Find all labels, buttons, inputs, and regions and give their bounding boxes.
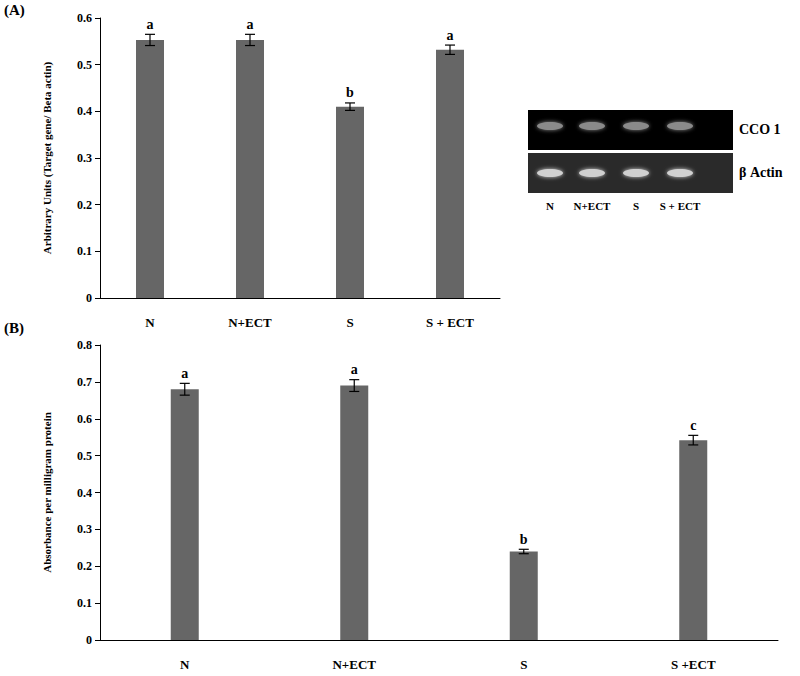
svg-text:c: c	[690, 418, 696, 433]
svg-text:0.3: 0.3	[77, 522, 92, 536]
svg-text:N: N	[180, 657, 190, 672]
svg-text:0.1: 0.1	[77, 596, 92, 610]
svg-text:0.5: 0.5	[77, 449, 92, 463]
svg-text:N+ECT: N+ECT	[574, 200, 611, 212]
svg-text:a: a	[181, 366, 188, 381]
svg-text:(A): (A)	[4, 2, 25, 19]
svg-text:N+ECT: N+ECT	[228, 315, 272, 330]
svg-text:0.2: 0.2	[77, 198, 92, 212]
svg-text:0.4: 0.4	[77, 104, 92, 118]
svg-text:S: S	[633, 200, 639, 212]
svg-text:0.2: 0.2	[77, 559, 92, 573]
svg-text:0.5: 0.5	[77, 58, 92, 72]
svg-text:S + ECT: S + ECT	[426, 315, 474, 330]
svg-text:0: 0	[86, 291, 92, 305]
svg-text:b: b	[346, 85, 354, 100]
svg-text:b: b	[520, 532, 528, 547]
svg-text:0.7: 0.7	[77, 375, 92, 389]
svg-text:N: N	[546, 200, 554, 212]
svg-text:0.4: 0.4	[77, 486, 92, 500]
svg-text:S + ECT: S + ECT	[660, 200, 701, 212]
svg-text:β Actin: β Actin	[739, 165, 783, 180]
svg-text:0.6: 0.6	[77, 412, 92, 426]
svg-text:S +ECT: S +ECT	[671, 657, 716, 672]
svg-text:a: a	[447, 28, 454, 43]
svg-text:a: a	[247, 17, 254, 32]
svg-text:Arbitrary Units (Target gene/: Arbitrary Units (Target gene/ Beta actin…	[41, 61, 54, 254]
svg-text:0: 0	[86, 633, 92, 647]
svg-text:a: a	[351, 362, 358, 377]
svg-text:0.1: 0.1	[77, 244, 92, 258]
svg-text:a: a	[147, 17, 154, 32]
svg-text:0.6: 0.6	[77, 11, 92, 25]
svg-text:S: S	[520, 657, 527, 672]
svg-text:CCO 1: CCO 1	[739, 122, 781, 137]
svg-text:(B): (B)	[4, 320, 24, 337]
svg-text:N: N	[145, 315, 155, 330]
svg-text:S: S	[346, 315, 353, 330]
svg-text:Absorbance per milligram prote: Absorbance per milligram protein	[41, 412, 53, 573]
svg-text:0.3: 0.3	[77, 151, 92, 165]
svg-text:0.8: 0.8	[77, 338, 92, 352]
svg-text:N+ECT: N+ECT	[332, 657, 376, 672]
